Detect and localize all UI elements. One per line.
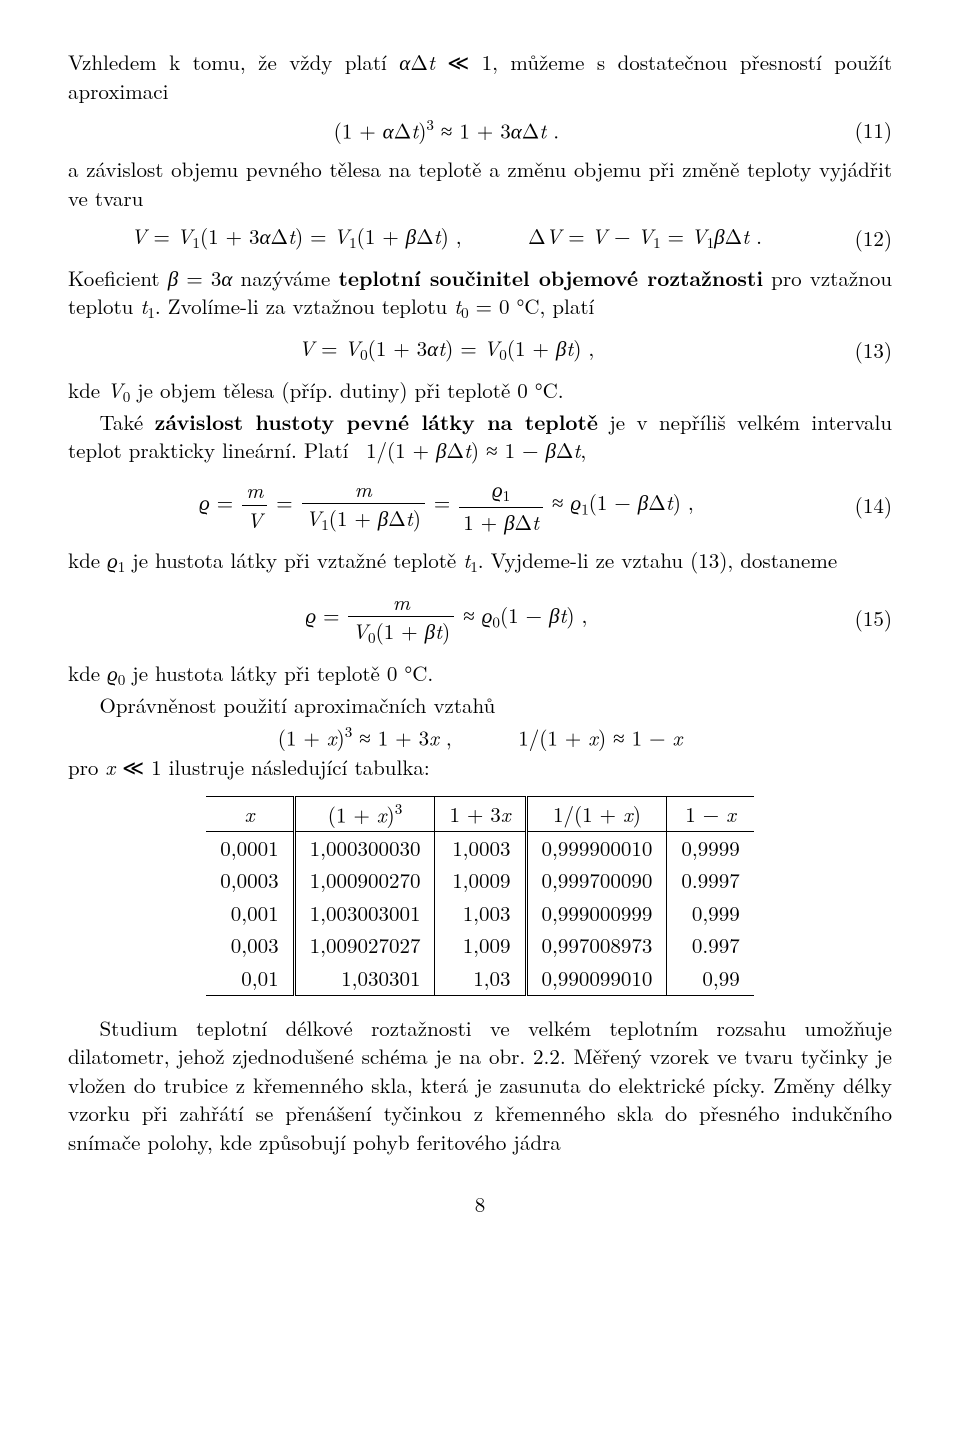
para-4: kde V0 je objem tělesa (příp. dutiny) př… [68,376,892,408]
equation-15: ϱ = mV0(1 + βt) ≈ ϱ0(1 − βt) , (15) [68,588,892,649]
td: 0.997 [667,929,754,962]
equation-12: V = V1(1 + 3αΔt) = V1(1 + βΔt) , ΔV = V … [68,222,892,254]
td: 0,99 [667,962,754,995]
table-body: 0,0001 1,000300030 1,0003 0,999900010 0,… [206,831,753,995]
td: 0,003 [206,929,294,962]
td: 0,999900010 [526,831,667,864]
text: je objem tělesa (příp. dutiny) při teplo… [130,375,563,405]
para-9: pro x ≪ 1 ilustruje následující tabulka: [68,753,892,782]
text: je hustota látky při teplotě 0 °C. [125,658,433,688]
para-5: Také závislost hustoty pevné látky na te… [68,408,892,465]
td: 1,0003 [435,831,526,864]
text: kde [68,375,107,405]
td: 0,0003 [206,864,294,897]
td: 0,997008973 [526,929,667,962]
td: 0.9997 [667,864,754,897]
eq-num: (11) [825,116,892,145]
td: 0,9999 [667,831,754,864]
text: ilustruje následující tabulka: [162,752,430,782]
table-row: 0,003 1,009027027 1,009 0,997008973 0.99… [206,929,753,962]
table-row: 0,001 1,003003001 1,003 0,999000999 0,99… [206,897,753,930]
table-row: 0,01 1,030301 1,03 0,990099010 0,99 [206,962,753,995]
eq-num: (14) [825,491,892,520]
text: . Vyjdeme-li ze vztahu (13), dostaneme [478,545,837,575]
td: 0,999700090 [526,864,667,897]
td: 1,0009 [435,864,526,897]
equation-11: (1 + αΔt)3 ≈ 1 + 3αΔt . (11) [68,115,892,145]
text: . Zvolíme-li za vztažnou teplotu [155,291,454,321]
term: závislost hustoty pevné látky na teplotě [155,407,598,437]
text: , platí [540,291,595,321]
approx-table: x (1 + x)3 1 + 3x 1/(1 + x) 1 − x 0,0001… [206,796,753,996]
td: 0,001 [206,897,294,930]
table-row: 0,0001 1,000300030 1,0003 0,999900010 0,… [206,831,753,864]
eq-num: (15) [825,604,892,633]
equation-13: V = V0(1 + 3αt) = V0(1 + βt) , (13) [68,334,892,366]
td: 0,01 [206,962,294,995]
page-number: 8 [68,1190,892,1219]
text: je hustota látky při vztažné teplotě [125,545,463,575]
td: 1,009027027 [294,929,435,962]
term: teplotní součinitel objemové roztažnosti [339,263,764,293]
para-intro: Vzhledem k tomu, že vždy platí αΔt ≪ 1, … [68,48,892,105]
td: 1,003003001 [294,897,435,930]
td: 1,03 [435,962,526,995]
text: pro [68,752,105,782]
eq-num: (13) [825,336,892,365]
para-7: kde ϱ0 je hustota látky při teplotě 0 °C… [68,659,892,691]
para-8: Oprávněnost použití aproximačních vztahů [68,691,892,720]
th: x [245,799,255,829]
equation-14: ϱ = mV = mV1(1 + βΔt) = ϱ11 + βΔt ≈ ϱ1(1… [68,475,892,536]
td: 0,990099010 [526,962,667,995]
approx-inline: (1 + x)3 ≈ 1 + 3x , 1/(1 + x) ≈ 1 − x [68,722,892,752]
para-6: kde ϱ1 je hustota látky při vztažné tepl… [68,546,892,578]
td: 0,999 [667,897,754,930]
table-row: 0,0003 1,000900270 1,0009 0,999700090 0.… [206,864,753,897]
td: 1,000900270 [294,864,435,897]
table-header-row: x (1 + x)3 1 + 3x 1/(1 + x) 1 − x [206,796,753,831]
para-3: Koeficient β = 3α nazýváme teplotní souč… [68,264,892,324]
td: 1,030301 [294,962,435,995]
text: Koeficient [68,263,168,293]
text: kde [68,658,107,688]
text: nazýváme [232,263,338,293]
eq-num: (12) [825,224,892,253]
text: Vzhledem k tomu, že vždy platí [68,47,399,77]
text: kde [68,545,107,575]
td: 1,000300030 [294,831,435,864]
text: Také [100,407,155,437]
td: 0,0001 [206,831,294,864]
td: 1,009 [435,929,526,962]
para-10: Studium teplotní délkové roztažnosti ve … [68,1014,892,1157]
td: 0,999000999 [526,897,667,930]
td: 1,003 [435,897,526,930]
para-2: a závislost objemu pevného tělesa na tep… [68,155,892,212]
